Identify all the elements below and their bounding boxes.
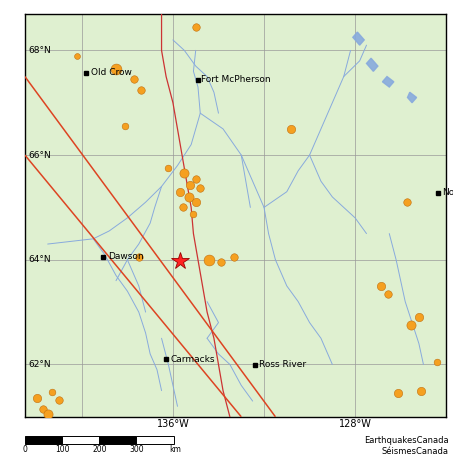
Bar: [99, 436, 136, 444]
Text: 300: 300: [129, 445, 144, 454]
Polygon shape: [366, 58, 378, 71]
Text: 136°W: 136°W: [157, 419, 189, 429]
Text: 68°N: 68°N: [29, 46, 51, 55]
Text: Ross River: Ross River: [260, 360, 307, 370]
Text: 62°N: 62°N: [29, 360, 51, 369]
Text: 200: 200: [92, 445, 106, 454]
Polygon shape: [353, 32, 364, 45]
Text: Dawson: Dawson: [108, 252, 144, 261]
Polygon shape: [408, 92, 417, 103]
Text: Carmacks: Carmacks: [171, 354, 215, 364]
Text: 0: 0: [23, 445, 27, 454]
Text: km: km: [169, 445, 181, 454]
Bar: [62, 436, 99, 444]
Text: Old Crow: Old Crow: [91, 68, 132, 77]
Text: 100: 100: [55, 445, 69, 454]
Text: 66°N: 66°N: [29, 151, 51, 159]
Text: 64°N: 64°N: [29, 255, 51, 264]
Bar: [136, 436, 173, 444]
Text: 128°W: 128°W: [339, 419, 371, 429]
Text: Fort McPherson: Fort McPherson: [202, 75, 271, 84]
Polygon shape: [382, 76, 394, 87]
Text: EarthquakesCanada
SéismesCanada: EarthquakesCanada SéismesCanada: [364, 436, 448, 456]
Bar: [25, 436, 62, 444]
Text: Norm: Norm: [442, 188, 453, 197]
